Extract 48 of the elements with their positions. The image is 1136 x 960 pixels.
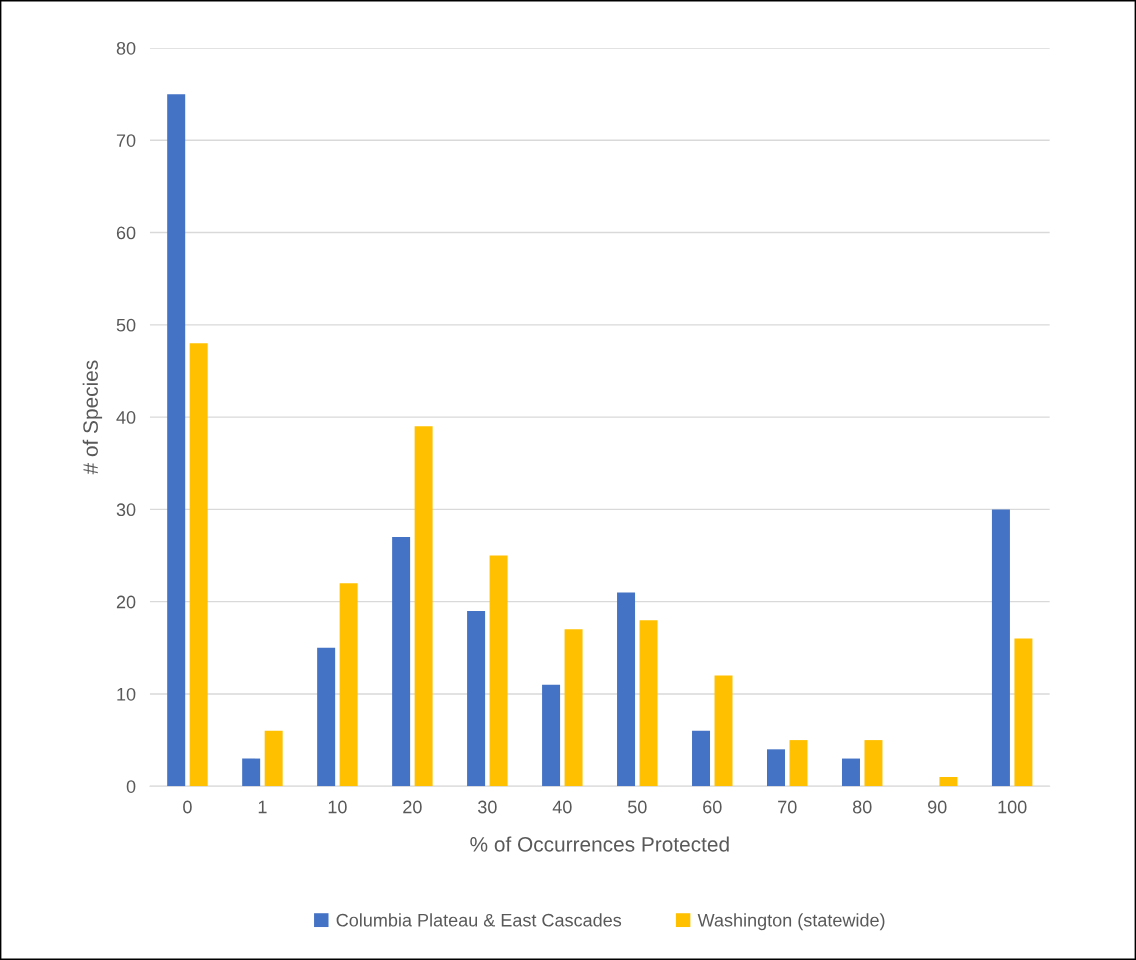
legend-label: Columbia Plateau & East Cascades	[336, 913, 622, 927]
y-tick-label: 60	[116, 226, 136, 240]
x-tick-label: 90	[928, 800, 947, 814]
bar	[991, 509, 1010, 787]
bar	[189, 343, 208, 787]
x-tick-label: 60	[703, 800, 722, 814]
x-tick-label: 0	[183, 800, 192, 814]
bar	[692, 730, 711, 787]
bar	[841, 758, 860, 787]
bar	[264, 730, 283, 787]
bar	[939, 777, 958, 787]
bar	[789, 740, 808, 787]
x-tick-label: 10	[328, 800, 347, 814]
legend-label: Washington (statewide)	[697, 913, 885, 931]
y-tick-label: 30	[116, 503, 136, 517]
bar	[317, 647, 336, 787]
x-tick-label: 1	[258, 800, 267, 814]
x-tick-label: 70	[778, 800, 797, 814]
y-tick-label: 20	[116, 595, 136, 609]
bar	[339, 583, 358, 787]
bar	[489, 555, 508, 787]
y-tick-label: 0	[126, 780, 136, 793]
bar	[617, 592, 636, 787]
x-tick-label: 40	[552, 800, 572, 814]
y-tick-label: 80	[116, 41, 136, 55]
bar	[167, 94, 186, 787]
y-tick-label: 50	[116, 318, 136, 332]
y-tick-label: 70	[116, 134, 136, 147]
x-tick-label: 80	[852, 800, 872, 814]
bar	[414, 426, 433, 787]
bar	[864, 740, 883, 787]
bar	[714, 675, 733, 787]
x-tick-label: 100	[998, 800, 1027, 814]
bar	[767, 749, 785, 787]
bar	[564, 629, 583, 787]
y-tick-label: 40	[116, 411, 136, 424]
bar	[242, 758, 261, 787]
bar	[467, 610, 486, 787]
bar	[639, 620, 658, 787]
bar	[1014, 638, 1033, 787]
x-tick-label: 30	[477, 800, 497, 814]
y-axis-title: # of Species	[82, 360, 103, 475]
x-tick-label: 50	[627, 800, 647, 814]
bar	[392, 537, 411, 787]
x-axis-title: % of Occurrences Protected	[470, 836, 729, 852]
y-tick-label: 10	[117, 687, 136, 701]
x-tick-label: 20	[403, 800, 422, 814]
bar	[542, 684, 561, 787]
